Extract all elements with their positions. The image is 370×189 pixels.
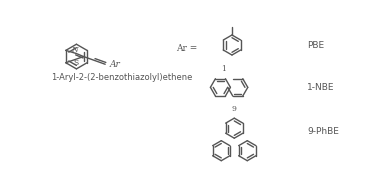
Text: 9-PhBE: 9-PhBE <box>307 127 339 136</box>
Text: N: N <box>71 46 78 54</box>
Text: Ar =: Ar = <box>176 44 198 53</box>
Text: Ar: Ar <box>110 60 121 69</box>
Text: 1-NBE: 1-NBE <box>307 83 335 92</box>
Text: PBE: PBE <box>307 40 324 50</box>
Text: 1: 1 <box>222 64 226 73</box>
Text: S: S <box>74 60 79 67</box>
Text: 1-Aryl-2-(2-benzothiazolyl)ethene: 1-Aryl-2-(2-benzothiazolyl)ethene <box>51 73 192 82</box>
Text: 9: 9 <box>232 105 237 113</box>
